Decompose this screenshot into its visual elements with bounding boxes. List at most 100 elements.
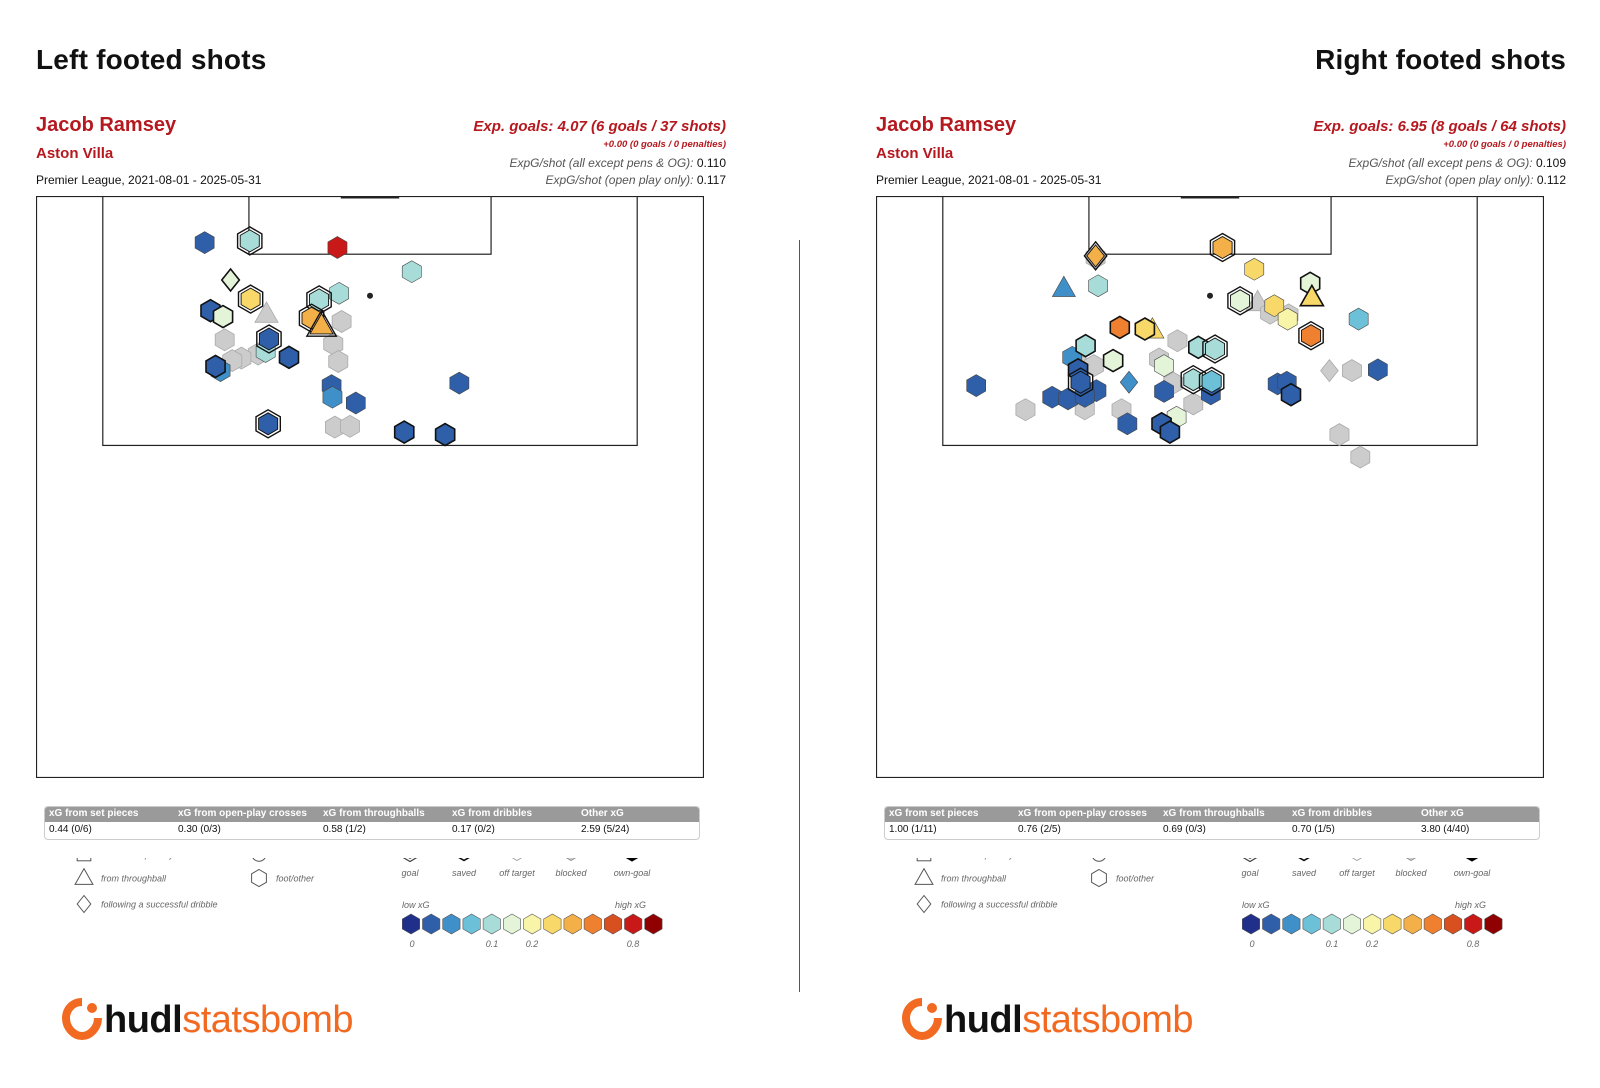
shot-markers <box>194 226 470 447</box>
stat-label: xG from open-play crosses <box>1018 808 1147 819</box>
shot-marker <box>1329 423 1350 447</box>
panel-divider <box>799 240 800 992</box>
shot-goal-ring <box>1298 320 1324 351</box>
circle-icon <box>1092 858 1106 862</box>
shot-marker <box>240 287 261 311</box>
shot-goal-ring <box>256 324 282 354</box>
logo-wordmark: hudlstatsbomb <box>944 998 1194 1042</box>
off-target-icon <box>511 858 523 861</box>
shot-marker <box>331 310 352 333</box>
legend-shape-label: following a successful dribble <box>101 900 218 910</box>
shot-marker <box>1015 398 1036 422</box>
shot-marker <box>254 301 279 323</box>
circle-icon <box>1092 858 1106 862</box>
legend-outcome-label: off target <box>1339 868 1375 878</box>
blocked-icon <box>565 858 577 861</box>
panel-title: Left footed shots <box>36 44 267 75</box>
shot-marker <box>1154 354 1174 377</box>
scale-swatch <box>1443 913 1463 935</box>
square-icon <box>916 858 932 862</box>
xg-open-play-value: 0.112 <box>1536 173 1566 187</box>
legend-outcome-label: own-goal <box>614 868 652 878</box>
shot-marker <box>1167 329 1188 353</box>
own-goal-icon <box>625 858 639 862</box>
statsbomb-logo-icon <box>62 998 102 1041</box>
hexagon-icon <box>1091 868 1107 888</box>
shot-marker <box>339 414 360 438</box>
shot-marker <box>1205 337 1225 361</box>
shot-marker <box>278 345 300 370</box>
left-footed-panel: Left footed shots Jacob Ramsey Aston Vil… <box>36 0 726 1088</box>
penalty-spot <box>367 292 373 299</box>
scale-swatch <box>1342 913 1362 935</box>
legend-shape-label: header <box>276 858 305 860</box>
legend-outcome-label: blocked <box>1395 868 1427 878</box>
shot-marker <box>1187 335 1209 360</box>
shot-marker <box>214 328 235 352</box>
xg-open-play: ExpG/shot (open play only): 0.112 <box>1385 173 1566 187</box>
scale-swatch <box>1464 913 1483 935</box>
triangle-icon <box>74 867 94 885</box>
scale-swatch <box>1363 913 1382 935</box>
scale-swatch <box>603 913 623 935</box>
scale-high-label: high xG <box>615 900 646 910</box>
stat-label: xG from throughballs <box>1163 808 1265 819</box>
legend-shape-label: foot/other <box>1116 874 1155 884</box>
shot-goal-ring <box>1202 334 1228 364</box>
shot-marker <box>1102 348 1124 373</box>
legend-shape-label: following a successful dribble <box>941 900 1058 910</box>
stat-value: 0.17 (0/2) <box>452 824 495 835</box>
logo-statsbomb: statsbomb <box>1022 999 1194 1041</box>
outcome-saved-icon <box>1298 858 1310 862</box>
triangle-icon <box>914 867 934 885</box>
scale-swatch <box>1484 913 1503 935</box>
scale-swatch <box>543 913 562 935</box>
off-target-icon <box>1351 858 1363 861</box>
xg-open-play-label: ExpG/shot (open play only): <box>1385 173 1534 187</box>
stat-value: 0.44 (0/6) <box>49 824 92 835</box>
shot-legend: freekick or penalty from throughball follo… <box>74 858 663 949</box>
shot-marker <box>1109 315 1131 340</box>
legend-shape-label: foot/other <box>276 874 315 884</box>
shot-map-pitch <box>36 196 704 778</box>
competition-range: Premier League, 2021-08-01 - 2025-05-31 <box>876 173 1102 187</box>
shot-marker <box>1301 324 1322 348</box>
shot-marker <box>345 391 366 415</box>
shot-marker <box>1264 294 1285 318</box>
scale-swatch <box>1403 913 1422 935</box>
goal-outer-icon <box>1242 858 1258 863</box>
shot-goal-ring <box>237 284 264 314</box>
square-icon <box>76 858 92 862</box>
legend-outcome-label: own-goal <box>1454 868 1492 878</box>
shot-marker <box>434 422 456 447</box>
shot-marker <box>1075 333 1096 358</box>
outcome-off-icon <box>1351 858 1363 861</box>
outcome-goal-icon <box>402 858 418 863</box>
stat-value: 1.00 (1/11) <box>889 824 937 835</box>
competition-range: Premier League, 2021-08-01 - 2025-05-31 <box>36 173 262 187</box>
outcome-own-icon <box>1465 858 1479 862</box>
scale-swatch <box>1282 913 1301 935</box>
shot-goal-ring <box>1180 364 1207 395</box>
shot-marker <box>327 236 348 259</box>
logo-wordmark: hudlstatsbomb <box>104 998 354 1042</box>
shot-marker <box>1088 274 1108 298</box>
statsbomb-logo-icon <box>902 998 942 1041</box>
shot-marker <box>220 267 241 293</box>
scale-swatch <box>1383 913 1402 935</box>
xg-per-shot-label: ExpG/shot (all except pens & OG): <box>1348 156 1533 170</box>
xg-penalties: +0.00 (0 goals / 0 penalties) <box>1443 139 1566 150</box>
xg-per-shot: ExpG/shot (all except pens & OG): 0.110 <box>509 156 726 170</box>
pitch-outline <box>876 196 1544 778</box>
xg-summary: Exp. goals: 4.07 (6 goals / 37 shots) <box>473 118 726 135</box>
legend-outcome-label: blocked <box>555 868 587 878</box>
legend-outcome-label: goal <box>1241 868 1259 878</box>
xg-breakdown-header: xG from set pieces xG from open-play cro… <box>885 807 1539 822</box>
xg-open-play-label: ExpG/shot (open play only): <box>545 173 694 187</box>
xg-penalties: +0.00 (0 goals / 0 penalties) <box>603 139 726 150</box>
shot-marker <box>1119 370 1139 394</box>
xg-per-shot-value: 0.109 <box>1535 156 1566 170</box>
shot-marker <box>205 354 226 379</box>
scale-tick-label: 0.1 <box>1326 939 1339 949</box>
shot-goal-ring <box>1227 285 1253 316</box>
